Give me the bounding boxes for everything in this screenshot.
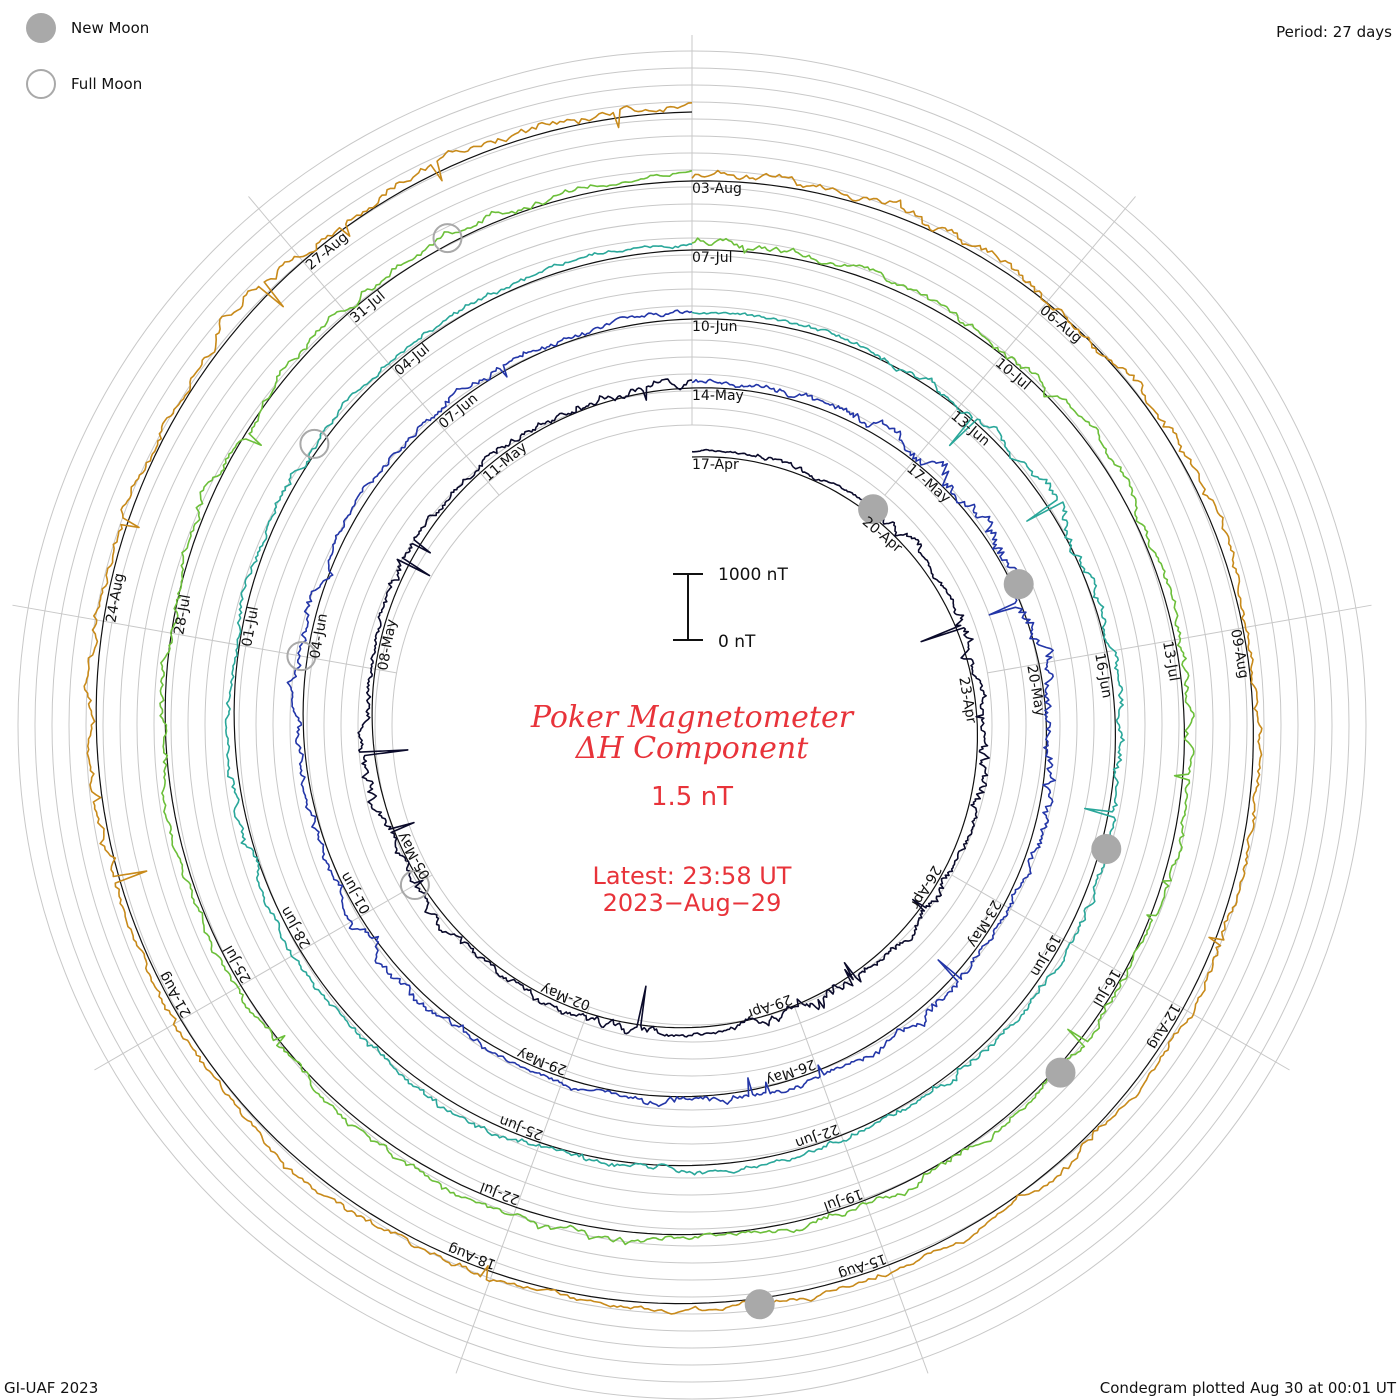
grid-spoke — [794, 1006, 929, 1374]
new-moon-marker — [744, 1289, 775, 1320]
date-tick-label: 16-Jun — [1091, 652, 1115, 700]
grid-spoke — [455, 1006, 590, 1374]
full-moon-marker — [399, 870, 430, 900]
center-title: Poker Magnetometer ΔH Component 1.5 nT L… — [530, 700, 855, 917]
date-tick-label: 28-Jul — [171, 593, 194, 636]
radial-spokes — [12, 35, 1372, 1374]
resolution-label: 1.5 nT — [651, 782, 733, 812]
latest-date: 2023−Aug−29 — [603, 889, 782, 917]
date-tick-label: 20-May — [1023, 664, 1048, 718]
date-tick-label: 04-Jul — [392, 341, 433, 379]
chart-subtitle: ΔH Component — [575, 731, 809, 766]
date-tick-label: 07-Jul — [692, 250, 733, 266]
series-line — [286, 309, 1056, 1108]
grid-spoke — [12, 604, 397, 674]
date-tick-label: 17-Apr — [692, 457, 739, 473]
scale-bar: 1000 nT 0 nT — [673, 565, 788, 652]
full-moon-icon — [26, 69, 56, 99]
date-tick-label: 25-Jul — [221, 942, 255, 985]
date-tick-label: 04-Jun — [307, 612, 331, 660]
date-tick-label: 10-Jul — [992, 355, 1033, 393]
series-line — [83, 102, 1263, 1315]
date-tick-label: 26-May — [763, 1055, 817, 1088]
full-moon-marker — [286, 641, 317, 672]
date-tick-label: 16-Jul — [1089, 966, 1123, 1009]
new-moon-icon — [26, 13, 56, 43]
series-line — [357, 378, 990, 1038]
date-tick-label: 29-Apr — [744, 991, 794, 1022]
new-moon-label: New Moon — [71, 19, 150, 37]
grid-spoke — [94, 874, 433, 1071]
series-line — [224, 243, 1125, 1176]
grid-spoke — [884, 196, 1136, 496]
series-line — [159, 169, 1195, 1246]
date-tick-label: 28-Jun — [278, 904, 315, 951]
full-moon-marker — [299, 428, 330, 459]
full-moon-label: Full Moon — [71, 75, 143, 93]
date-tick-label: 07-Jun — [436, 391, 481, 433]
date-tick-label: 26-Apr — [907, 863, 944, 912]
date-tick-label: 03-Aug — [692, 181, 742, 197]
scale-top-label: 1000 nT — [718, 565, 788, 585]
grid-spoke — [248, 196, 500, 496]
date-tick-label: 14-May — [692, 388, 744, 404]
date-tick-label: 21-Aug — [156, 969, 195, 1020]
new-moon-marker — [1045, 1057, 1076, 1088]
moon-phase-markers — [286, 223, 1122, 1320]
date-tick-label: 25-Jun — [497, 1112, 545, 1143]
date-tick-label: 02-May — [538, 980, 592, 1013]
new-moon-marker — [1091, 834, 1122, 864]
date-tick-label: 13-Jul — [1159, 640, 1182, 683]
date-tick-label: 18-Aug — [446, 1240, 498, 1272]
data-traces — [83, 102, 1263, 1315]
chart-title: Poker Magnetometer — [530, 700, 855, 735]
latest-time: Latest: 23:58 UT — [593, 862, 792, 890]
date-tick-label: 15-Aug — [836, 1250, 888, 1282]
period-label: Period: 27 days — [1276, 23, 1392, 41]
footer-credit: GI-UAF 2023 — [4, 1379, 99, 1397]
new-moon-marker — [1003, 569, 1034, 600]
full-moon-marker — [432, 223, 463, 254]
legend-new-moon: New Moon — [26, 13, 149, 43]
date-tick-label: 08-May — [375, 618, 400, 672]
date-tick-label: 29-May — [515, 1045, 569, 1078]
scale-bottom-label: 0 nT — [718, 632, 756, 652]
date-tick-label: 23-Apr — [955, 676, 979, 725]
new-moon-marker — [858, 494, 889, 525]
date-tick-label: 01-Jul — [239, 605, 262, 648]
legend-full-moon: Full Moon — [26, 69, 142, 99]
footer-plotted: Condegram plotted Aug 30 at 00:01 UT — [1099, 1379, 1396, 1397]
date-tick-label: 10-Jun — [692, 319, 738, 335]
date-tick-label: 19-Jul — [821, 1185, 865, 1214]
